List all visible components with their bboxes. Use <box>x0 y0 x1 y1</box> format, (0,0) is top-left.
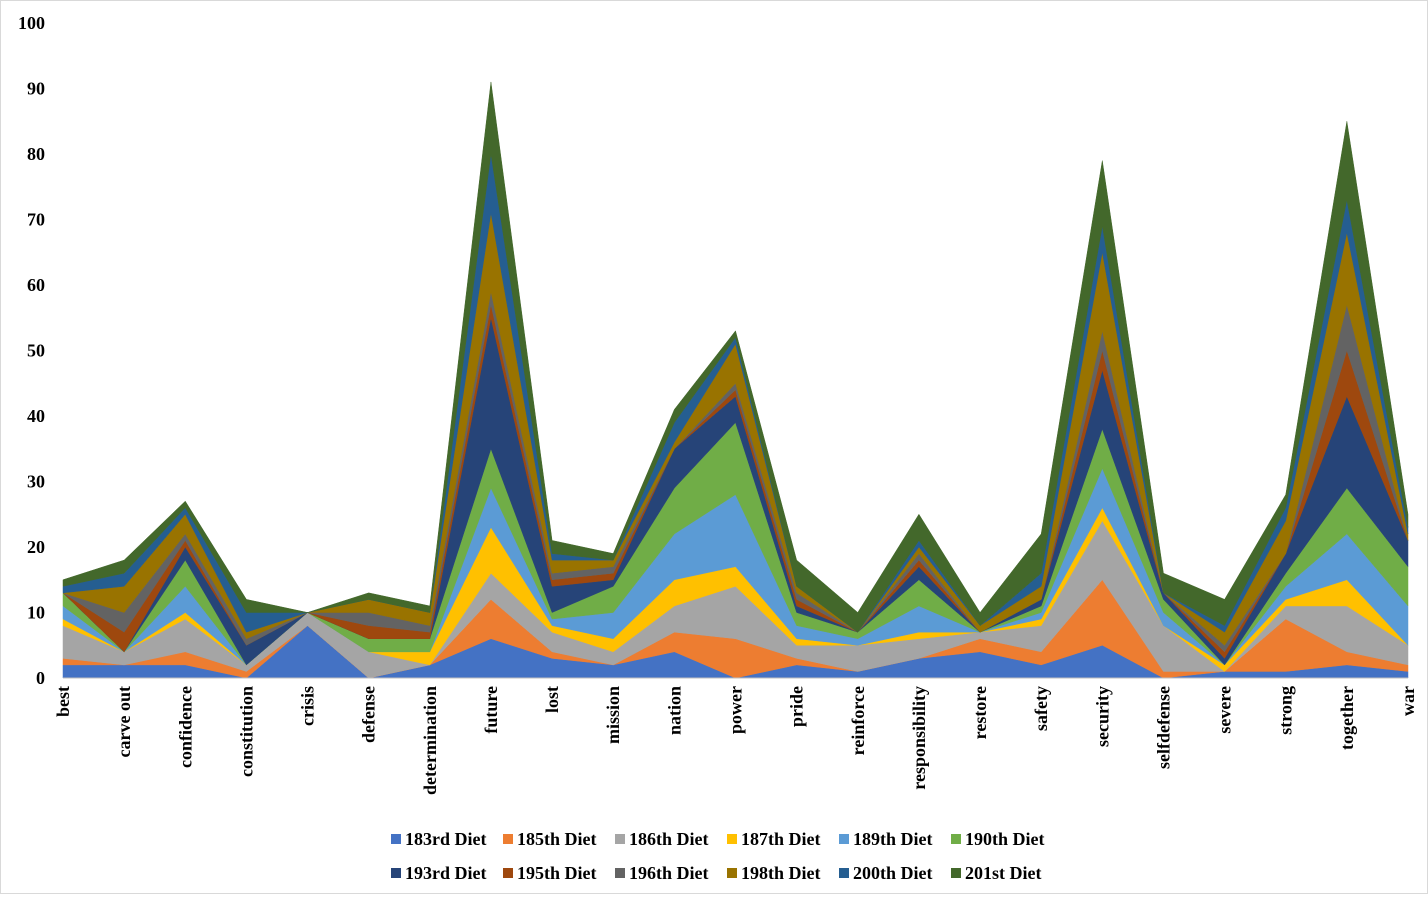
axes-layer: 0 10 20 30 40 50 60 70 80 90 100 best carve out confi… <box>18 13 1418 795</box>
x-tick-label: war <box>1398 686 1418 716</box>
legend: 183rd Diet 185th Diet 186th Diet 187th Diet… <box>391 829 1045 883</box>
x-tick-label: strong <box>1276 686 1296 735</box>
x-tick-label: defense <box>359 686 379 743</box>
y-tick-label: 70 <box>27 210 45 230</box>
legend-item-193rd-diet: 193rd Diet <box>391 863 486 883</box>
legend-label: 201st Diet <box>965 863 1041 883</box>
legend-swatch <box>615 834 625 844</box>
legend-swatch <box>839 834 849 844</box>
legend-item-190th-diet: 190th Diet <box>951 829 1045 849</box>
x-tick-label: mission <box>603 686 623 744</box>
y-tick-label: 30 <box>27 472 45 492</box>
legend-swatch <box>951 868 961 878</box>
y-tick-label: 50 <box>27 341 45 361</box>
legend-item-198th-diet: 198th Diet <box>727 863 821 883</box>
x-tick-label: constitution <box>236 686 256 777</box>
legend-label: 198th Diet <box>741 863 821 883</box>
legend-item-186th-diet: 186th Diet <box>615 829 709 849</box>
x-tick-label: together <box>1337 686 1357 750</box>
x-tick-label: determination <box>420 686 440 795</box>
legend-item-201st-diet: 201st Diet <box>951 863 1041 883</box>
x-tick-label: confidence <box>175 686 195 768</box>
x-tick-label: security <box>1092 686 1112 747</box>
legend-swatch <box>391 834 401 844</box>
x-tick-label: best <box>53 686 73 717</box>
legend-item-187th-diet: 187th Diet <box>727 829 821 849</box>
y-tick-label: 10 <box>27 603 45 623</box>
legend-label: 193rd Diet <box>405 863 486 883</box>
legend-item-196th-diet: 196th Diet <box>615 863 709 883</box>
x-tick-label: future <box>481 686 501 734</box>
legend-label: 185th Diet <box>517 829 597 849</box>
legend-swatch <box>503 834 513 844</box>
legend-swatch <box>727 868 737 878</box>
legend-label: 190th Diet <box>965 829 1045 849</box>
x-tick-label: nation <box>664 686 684 735</box>
legend-item-189th-diet: 189th Diet <box>839 829 933 849</box>
legend-label: 189th Diet <box>853 829 933 849</box>
x-tick-label: severe <box>1215 686 1235 734</box>
y-tick-label: 60 <box>27 275 45 295</box>
x-tick-label: pride <box>787 686 807 727</box>
legend-item-195th-diet: 195th Diet <box>503 863 597 883</box>
legend-item-183rd-diet: 183rd Diet <box>391 829 486 849</box>
x-tick-label: selfdefense <box>1153 686 1173 769</box>
legend-swatch <box>391 868 401 878</box>
y-tick-label: 100 <box>18 13 45 33</box>
x-tick-label: carve out <box>114 686 134 757</box>
legend-label: 186th Diet <box>629 829 709 849</box>
legend-item-200th-diet: 200th Diet <box>839 863 933 883</box>
y-tick-label: 80 <box>27 144 45 164</box>
legend-swatch <box>503 868 513 878</box>
legend-label: 196th Diet <box>629 863 709 883</box>
x-tick-label: responsibility <box>909 686 929 790</box>
legend-label: 200th Diet <box>853 863 933 883</box>
x-tick-label: lost <box>542 686 562 713</box>
y-tick-label: 90 <box>27 79 45 99</box>
x-tick-label: power <box>726 686 746 734</box>
y-tick-label: 20 <box>27 537 45 557</box>
legend-swatch <box>839 868 849 878</box>
legend-item-185th-diet: 185th Diet <box>503 829 597 849</box>
x-tick-label: restore <box>970 686 990 739</box>
legend-swatch <box>615 868 625 878</box>
legend-label: 183rd Diet <box>405 829 486 849</box>
legend-label: 195th Diet <box>517 863 597 883</box>
legend-label: 187th Diet <box>741 829 821 849</box>
x-tick-label: safety <box>1031 686 1051 731</box>
legend-swatch <box>727 834 737 844</box>
y-tick-label: 0 <box>36 668 45 688</box>
y-tick-label: 40 <box>27 406 45 426</box>
legend-swatch <box>951 834 961 844</box>
areas-layer <box>62 81 1409 679</box>
x-tick-label: crisis <box>298 686 318 726</box>
area-series-201st-diet <box>62 81 1409 633</box>
x-tick-label: reinforce <box>848 686 868 755</box>
